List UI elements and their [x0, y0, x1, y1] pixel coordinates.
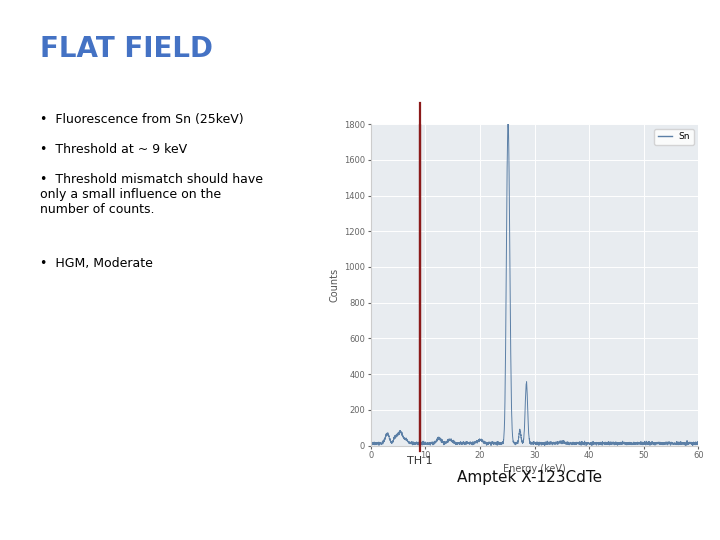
Text: FLAT FIELD: FLAT FIELD [40, 35, 212, 63]
Text: TH 1: TH 1 [407, 456, 433, 467]
Text: •  HGM, Moderate: • HGM, Moderate [40, 256, 153, 269]
Text: •  Fluorescence from Sn (25keV): • Fluorescence from Sn (25keV) [40, 113, 243, 126]
X-axis label: Energy (keV): Energy (keV) [503, 464, 566, 474]
Text: Amptek X-123CdTe: Amptek X-123CdTe [457, 470, 603, 485]
Text: •  Threshold at ~ 9 keV: • Threshold at ~ 9 keV [40, 143, 186, 156]
Legend: Sn: Sn [654, 129, 694, 145]
Y-axis label: Counts: Counts [330, 268, 340, 302]
Text: •  Threshold mismatch should have
only a small influence on the
number of counts: • Threshold mismatch should have only a … [40, 173, 263, 216]
